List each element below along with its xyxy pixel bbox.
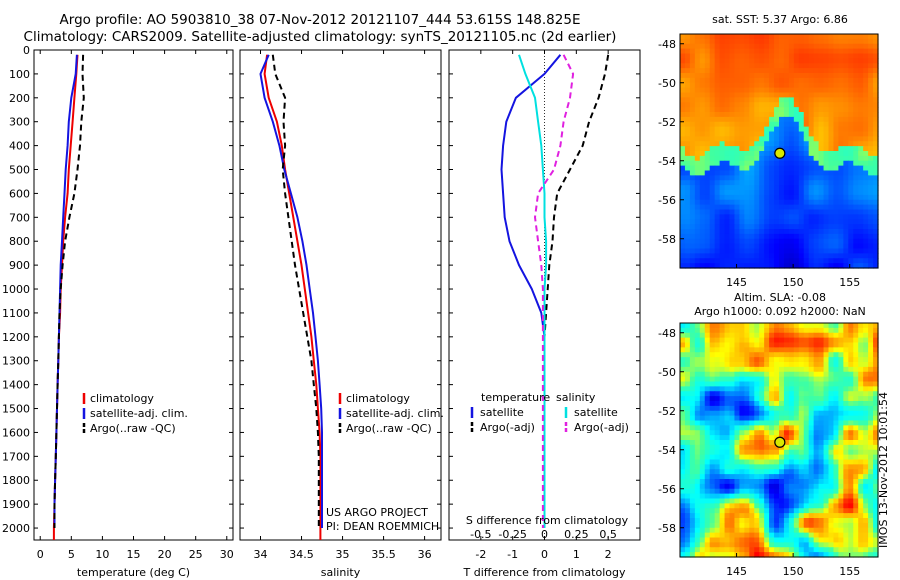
temperature-xlabel: temperature (deg C)	[77, 566, 190, 579]
difference-xtick-label: -1	[507, 548, 518, 561]
temperature-legend-label: Argo(..raw -QC)	[90, 422, 176, 435]
temperature-xtick-label: 25	[189, 548, 203, 561]
temperature-ytick-label: 500	[9, 164, 30, 177]
temperature-ytick-label: 800	[9, 235, 30, 248]
us-argo-project-label: US ARGO PROJECT	[326, 506, 428, 519]
sst-map-ytick-label: -48	[658, 38, 676, 51]
temperature-xtick-label: 0	[37, 548, 44, 561]
temperature-ytick-label: 1600	[2, 426, 30, 439]
sst-map-heatmap-cells	[680, 34, 879, 269]
difference-series-salinity-argo-adj-	[534, 54, 575, 528]
difference-xtick-label: -2	[475, 548, 486, 561]
temperature-ytick-label: 1400	[2, 379, 30, 392]
difference-xtick-label: 2	[605, 548, 612, 561]
temperature-legend-label: satellite-adj. clim.	[90, 407, 188, 420]
salinity-xtick-label: 34	[254, 548, 268, 561]
diff-s-tick-label: 0	[541, 528, 548, 541]
temperature-ytick-label: 1100	[2, 307, 30, 320]
diff-s-tick-label: 0.25	[564, 528, 589, 541]
diff-legend-label: satellite	[480, 406, 524, 419]
temperature-ytick-label: 400	[9, 140, 30, 153]
temperature-ytick-label: 600	[9, 187, 30, 200]
sla-map-ytick-label: -48	[658, 327, 676, 340]
sla-map-title-line2: Argo h1000: 0.092 h2000: NaN	[694, 305, 866, 318]
diff-legend-label: Argo(-adj)	[574, 421, 629, 434]
sla-map-argo-marker	[774, 436, 786, 448]
diff-legend-label: satellite	[574, 406, 618, 419]
sst-map-title: sat. SST: 5.37 Argo: 6.86	[712, 13, 848, 26]
sla-map-frame	[679, 322, 879, 558]
sla-map-xtick-label: 150	[783, 565, 804, 578]
sst-map-xtick-label: 145	[726, 276, 747, 289]
temperature-xtick-label: 30	[220, 548, 234, 561]
salinity-xtick-label: 35	[336, 548, 350, 561]
sla-map-ytick-label: -54	[658, 444, 676, 457]
sst-map-ytick-label: -54	[658, 155, 676, 168]
salinity-axes-frame	[239, 49, 442, 541]
sla-map-xtick-label: 155	[839, 565, 860, 578]
temperature-series-argo-raw-qc-	[53, 54, 85, 528]
salinity-xtick-label: 34.5	[289, 548, 314, 561]
sst-map-frame	[679, 33, 879, 269]
temperature-xtick-label: 15	[127, 548, 141, 561]
temperature-ytick-label: 1500	[2, 403, 30, 416]
salinity-legend-label: climatology	[346, 392, 410, 405]
imos-timestamp: IMOS 13-Nov-2012 10:01:54	[877, 392, 890, 548]
sla-map-heatmap-cells	[680, 323, 879, 558]
sla-map-ytick-label: -50	[658, 366, 676, 379]
temperature-ytick-label: 100	[9, 68, 30, 81]
temperature-xtick-label: 10	[95, 548, 109, 561]
sst-map-ytick-label: -50	[658, 77, 676, 90]
temperature-xtick-label: 20	[158, 548, 172, 561]
diff-s-tick-label: -0.5	[470, 528, 491, 541]
sla-map-xtick-label: 145	[726, 565, 747, 578]
difference-xtick-label: 1	[573, 548, 580, 561]
temperature-ytick-label: 2000	[2, 522, 30, 535]
sst-map-ytick-label: -58	[658, 233, 676, 246]
diff-legend-label: Argo(-adj)	[480, 421, 535, 434]
sla-map-ytick-label: -52	[658, 405, 676, 418]
temperature-ytick-label: 900	[9, 259, 30, 272]
temperature-ytick-label: 700	[9, 211, 30, 224]
sst-map-argo-marker	[774, 147, 786, 159]
diff-s-axis-label: S difference from climatology	[466, 514, 629, 527]
difference-xlabel: T difference from climatology	[463, 566, 626, 579]
temperature-ytick-label: 300	[9, 116, 30, 129]
sst-map-xtick-label: 150	[783, 276, 804, 289]
temperature-ytick-label: 1300	[2, 355, 30, 368]
sla-map-ytick-label: -56	[658, 483, 676, 496]
figure-title-line1: Argo profile: AO 5903810_38 07-Nov-2012 …	[59, 12, 581, 28]
diff-s-tick-label: 0.5	[599, 528, 617, 541]
temperature-xtick-label: 5	[68, 548, 75, 561]
salinity-legend-label: Argo(..raw -QC)	[346, 422, 432, 435]
salinity-series-satellite-adj-clim-	[259, 54, 323, 528]
temperature-legend-label: climatology	[90, 392, 154, 405]
salinity-xlabel: salinity	[321, 566, 361, 579]
sst-map-xtick-label: 155	[839, 276, 860, 289]
sst-map-ytick-label: -56	[658, 194, 676, 207]
salinity-legend-label: satellite-adj. clim.	[346, 407, 444, 420]
temperature-ytick-label: 1000	[2, 283, 30, 296]
temperature-ytick-label: 1900	[2, 498, 30, 511]
difference-xtick-label: 0	[541, 548, 548, 561]
sla-map-title-line1: Altim. SLA: -0.08	[733, 291, 827, 304]
temperature-ytick-label: 1700	[2, 450, 30, 463]
diff-s-tick-label: -0.25	[498, 528, 526, 541]
temperature-ytick-label: 0	[23, 44, 30, 57]
sla-map-ytick-label: -58	[658, 522, 676, 535]
sst-map-ytick-label: -52	[658, 116, 676, 129]
diff-legend-title-temperature: temperature	[481, 391, 550, 404]
pi-label: PI: DEAN ROEMMICH	[326, 520, 439, 533]
figure-title-line2: Climatology: CARS2009. Satellite-adjuste…	[23, 29, 617, 45]
temperature-ytick-label: 1200	[2, 331, 30, 344]
difference-series-salinity-satellite	[518, 54, 548, 528]
temperature-axes-frame	[33, 49, 234, 541]
salinity-series-climatology	[263, 54, 322, 540]
salinity-xtick-label: 36	[418, 548, 432, 561]
temperature-ytick-label: 1800	[2, 474, 30, 487]
temperature-ytick-label: 200	[9, 92, 30, 105]
diff-legend-title-salinity: salinity	[556, 391, 596, 404]
salinity-xtick-label: 35.5	[371, 548, 396, 561]
